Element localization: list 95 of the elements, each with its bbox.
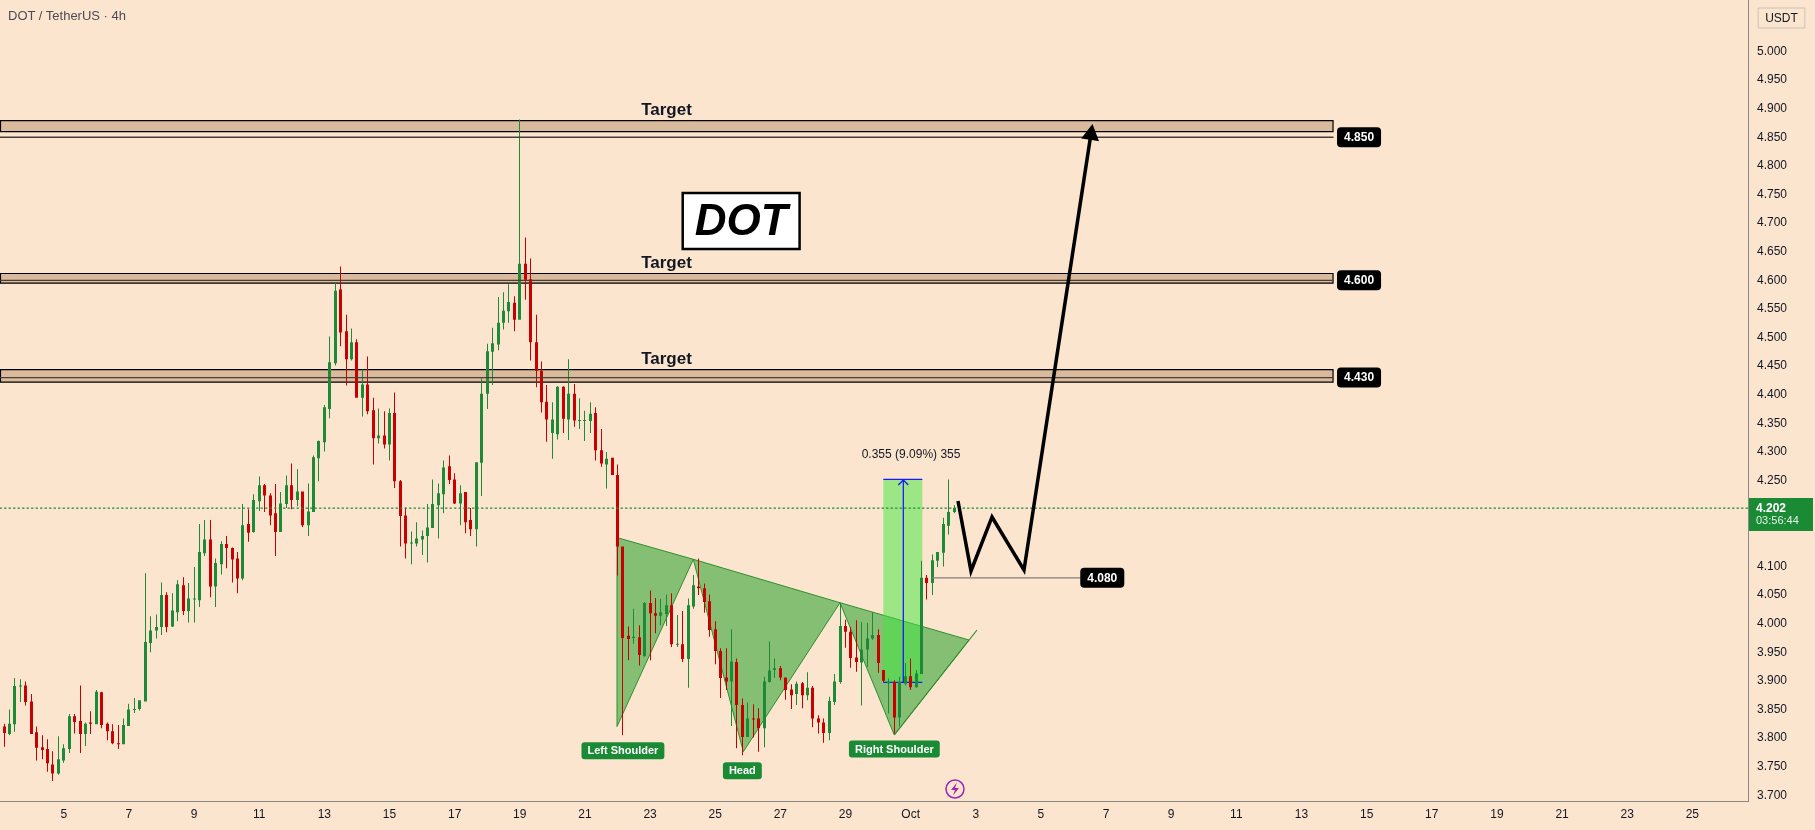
ref-line-label: 4.202: [1756, 500, 1787, 515]
x-tick-label: 27: [773, 806, 788, 821]
candlestick: [871, 612, 874, 640]
y-tick-label: 4.450: [1757, 358, 1788, 373]
x-tick-label: 13: [317, 806, 332, 821]
y-tick-label: 4.300: [1757, 444, 1788, 459]
text: DOT / TetherUS · 4h: [8, 7, 127, 23]
x-tick-label: 25: [1685, 806, 1700, 821]
y-tick-label: 4.800: [1757, 158, 1788, 173]
candlestick: [155, 614, 158, 639]
y-tick-label: 4.550: [1757, 301, 1788, 316]
y-tick-label: 4.950: [1757, 72, 1788, 87]
y-axis-title: USDT: [1765, 10, 1799, 25]
candlestick: [659, 599, 662, 626]
candlestick: [860, 621, 863, 706]
candlestick: [855, 620, 858, 672]
y-tick-label: 5.000: [1757, 43, 1788, 58]
candlestick: [605, 451, 608, 489]
candlestick: [583, 410, 586, 442]
x-tick-label: 9: [190, 806, 198, 821]
text: 03:56:44: [1756, 514, 1799, 527]
x-tick-label: 13: [1294, 806, 1309, 821]
band-label: Target: [641, 348, 693, 368]
candlestick: [117, 724, 120, 749]
x-tick-label: 15: [382, 806, 397, 821]
annotation: Right Shoulder: [854, 742, 935, 755]
y-tick-label: 4.700: [1757, 215, 1788, 230]
y-tick-label: 4.400: [1757, 387, 1788, 402]
x-tick-label: 25: [708, 806, 723, 821]
candlestick: [697, 558, 700, 596]
y-tick-label: 4.250: [1757, 472, 1788, 487]
x-tick-label: 17: [1425, 806, 1439, 821]
y-tick-label: 4.350: [1757, 415, 1788, 430]
y-tick-label: 4.900: [1757, 101, 1788, 116]
y-tick-label: 4.050: [1757, 587, 1788, 602]
annotation: 0.355 (9.09%) 355: [861, 447, 961, 462]
candlestick: [377, 408, 380, 444]
candlestick: [676, 615, 679, 648]
annotation: Left Shoulder: [587, 744, 660, 757]
candlestick: [225, 536, 228, 569]
ref-line-label: 4.600: [1344, 273, 1375, 288]
candlestick: [89, 711, 92, 735]
candlestick: [415, 522, 418, 547]
x-tick-label: 17: [447, 806, 462, 821]
annotation: Head: [728, 764, 756, 777]
x-tick-label: 7: [125, 806, 133, 821]
x-tick-label: 19: [513, 806, 527, 821]
y-tick-label: 4.650: [1757, 244, 1788, 259]
x-tick-label: 21: [578, 806, 592, 821]
y-tick-label: 3.850: [1757, 701, 1788, 716]
candlestick: [887, 678, 890, 714]
x-tick-label: 7: [1102, 806, 1110, 821]
candlestick: [19, 679, 22, 703]
x-tick-label: 29: [838, 806, 853, 821]
x-tick-label: 19: [1490, 806, 1504, 821]
y-tick-label: 4.750: [1757, 186, 1788, 201]
x-tick-label: 15: [1359, 806, 1374, 821]
candlestick: [725, 648, 728, 690]
band-label: Target: [641, 252, 693, 272]
ref-line-label: 4.080: [1087, 570, 1118, 585]
candlestick: [773, 658, 776, 678]
x-tick-label: 21: [1555, 806, 1570, 821]
x-tick-label: 5: [1037, 806, 1045, 821]
y-tick-label: 3.950: [1757, 644, 1788, 659]
x-tick-label: 3: [972, 806, 980, 821]
ref-line-label: 4.430: [1344, 370, 1375, 385]
candlestick: [133, 698, 136, 713]
y-tick-label: 4.000: [1757, 615, 1788, 630]
y-tick-label: 3.750: [1757, 758, 1788, 773]
x-tick-label: 5: [60, 806, 68, 821]
candlestick: [654, 597, 657, 634]
candlestick: [41, 735, 44, 760]
y-tick-label: 3.900: [1757, 673, 1788, 688]
candlestick: [193, 566, 196, 623]
x-tick-label: 23: [1620, 806, 1635, 821]
x-tick-label: 23: [643, 806, 658, 821]
y-tick-label: 3.700: [1757, 787, 1788, 802]
ref-line-label: 4.850: [1344, 130, 1375, 145]
band-label: Target: [641, 99, 693, 119]
y-tick-label: 4.500: [1757, 329, 1788, 344]
x-tick-label: Oct: [901, 806, 921, 821]
y-tick-label: 4.850: [1757, 129, 1788, 144]
y-tick-label: 4.100: [1757, 558, 1788, 573]
candlestick: [752, 704, 755, 738]
candlestick: [578, 398, 581, 430]
candlestick: [410, 531, 413, 565]
y-tick-label: 3.800: [1757, 730, 1788, 745]
x-tick-label: 11: [252, 806, 266, 821]
x-tick-label: 9: [1167, 806, 1175, 821]
x-tick-label: 11: [1230, 806, 1243, 821]
candlestick: [627, 626, 630, 661]
candlestick: [632, 608, 635, 644]
y-tick-label: 4.600: [1757, 272, 1788, 287]
text: DOT: [694, 195, 791, 245]
candlestick: [421, 530, 424, 555]
